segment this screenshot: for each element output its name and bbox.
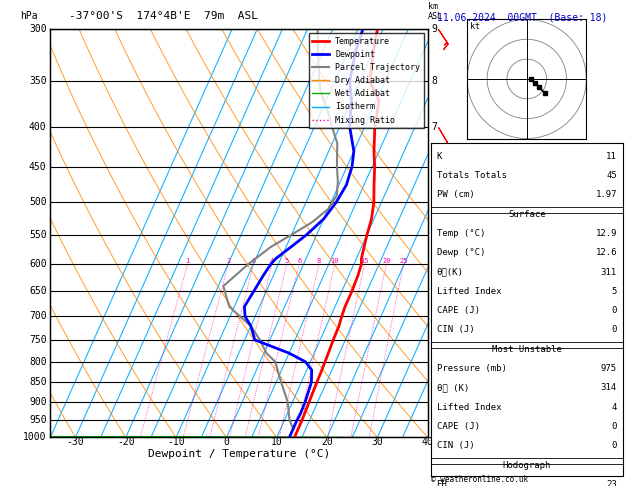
Text: 3: 3 [431,335,437,345]
Text: kt: kt [470,22,480,31]
Text: 45: 45 [606,171,617,180]
Text: 40: 40 [422,437,433,448]
Text: CIN (J): CIN (J) [437,441,474,451]
X-axis label: Dewpoint / Temperature (°C): Dewpoint / Temperature (°C) [148,449,330,458]
Text: EH: EH [437,480,447,486]
Text: 900: 900 [29,397,47,407]
Text: 950: 950 [29,415,47,425]
Text: 1000: 1000 [23,433,47,442]
Text: Totals Totals: Totals Totals [437,171,506,180]
Text: LCL: LCL [431,433,449,442]
Text: 10: 10 [271,437,282,448]
Text: 850: 850 [29,377,47,387]
Text: 30: 30 [372,437,383,448]
Text: 400: 400 [29,122,47,132]
Text: Lifted Index: Lifted Index [437,287,501,296]
Text: 6: 6 [431,162,437,172]
Text: Dewp (°C): Dewp (°C) [437,248,485,257]
Text: 300: 300 [29,24,47,34]
Text: 700: 700 [29,312,47,321]
Text: θᴄ (K): θᴄ (K) [437,383,469,392]
Text: km
ASL: km ASL [428,1,443,21]
Text: 2: 2 [431,357,437,367]
Y-axis label: Mixing Ratio (g/kg): Mixing Ratio (g/kg) [435,177,444,289]
Text: CAPE (J): CAPE (J) [437,422,480,431]
Text: 15: 15 [360,258,369,264]
Text: 0: 0 [611,422,617,431]
Text: 11: 11 [606,152,617,161]
Text: 1: 1 [431,397,437,407]
Text: 550: 550 [29,230,47,240]
Text: hPa: hPa [20,11,38,21]
Text: 25: 25 [399,258,408,264]
Text: 5: 5 [431,230,437,240]
Text: 11.06.2024  00GMT  (Base: 18): 11.06.2024 00GMT (Base: 18) [437,12,608,22]
Text: 6: 6 [431,197,437,208]
Text: 5: 5 [611,287,617,296]
Text: © weatheronline.co.uk: © weatheronline.co.uk [431,474,528,484]
Text: 8: 8 [317,258,321,264]
Text: 1.97: 1.97 [596,191,617,199]
Text: Temp (°C): Temp (°C) [437,229,485,238]
Text: Surface: Surface [508,209,545,219]
Text: 750: 750 [29,335,47,345]
Text: 1: 1 [431,415,437,425]
Text: 7: 7 [431,122,437,132]
Text: -10: -10 [167,437,185,448]
Text: 10: 10 [331,258,339,264]
Text: 0: 0 [223,437,230,448]
Text: 3: 3 [252,258,255,264]
Text: -37°00'S  174°4B'E  79m  ASL: -37°00'S 174°4B'E 79m ASL [69,11,258,21]
Text: 4: 4 [431,259,437,269]
Text: Most Unstable: Most Unstable [492,345,562,354]
Legend: Temperature, Dewpoint, Parcel Trajectory, Dry Adiabat, Wet Adiabat, Isotherm, Mi: Temperature, Dewpoint, Parcel Trajectory… [309,34,423,128]
Text: 0: 0 [611,326,617,334]
Text: Hodograph: Hodograph [503,461,551,469]
Text: 20: 20 [321,437,333,448]
Text: 4: 4 [270,258,274,264]
Text: 9: 9 [431,24,437,34]
Text: CAPE (J): CAPE (J) [437,306,480,315]
Text: 2: 2 [431,377,437,387]
Text: 5: 5 [285,258,289,264]
Text: 975: 975 [601,364,617,373]
Text: 3: 3 [431,312,437,321]
Text: 0: 0 [431,433,437,442]
Text: Lifted Index: Lifted Index [437,403,501,412]
Text: 500: 500 [29,197,47,208]
Text: 0: 0 [611,306,617,315]
Text: 20: 20 [382,258,391,264]
Text: 600: 600 [29,259,47,269]
Text: -20: -20 [117,437,135,448]
Text: 23: 23 [606,480,617,486]
Text: CIN (J): CIN (J) [437,326,474,334]
Text: Pressure (mb): Pressure (mb) [437,364,506,373]
Text: 2: 2 [226,258,230,264]
Text: 314: 314 [601,383,617,392]
Text: 450: 450 [29,162,47,172]
Text: 4: 4 [611,403,617,412]
Text: 0: 0 [611,441,617,451]
Text: -30: -30 [67,437,84,448]
Text: 12.9: 12.9 [596,229,617,238]
Text: 6: 6 [297,258,301,264]
Text: PW (cm): PW (cm) [437,191,474,199]
Text: 650: 650 [29,286,47,296]
Text: 4: 4 [431,286,437,296]
Text: 350: 350 [29,76,47,87]
Text: 1: 1 [186,258,190,264]
Text: 311: 311 [601,268,617,277]
Text: 12.6: 12.6 [596,248,617,257]
Text: θᴄ(K): θᴄ(K) [437,268,464,277]
Text: 800: 800 [29,357,47,367]
Text: K: K [437,152,442,161]
Text: 8: 8 [431,76,437,87]
